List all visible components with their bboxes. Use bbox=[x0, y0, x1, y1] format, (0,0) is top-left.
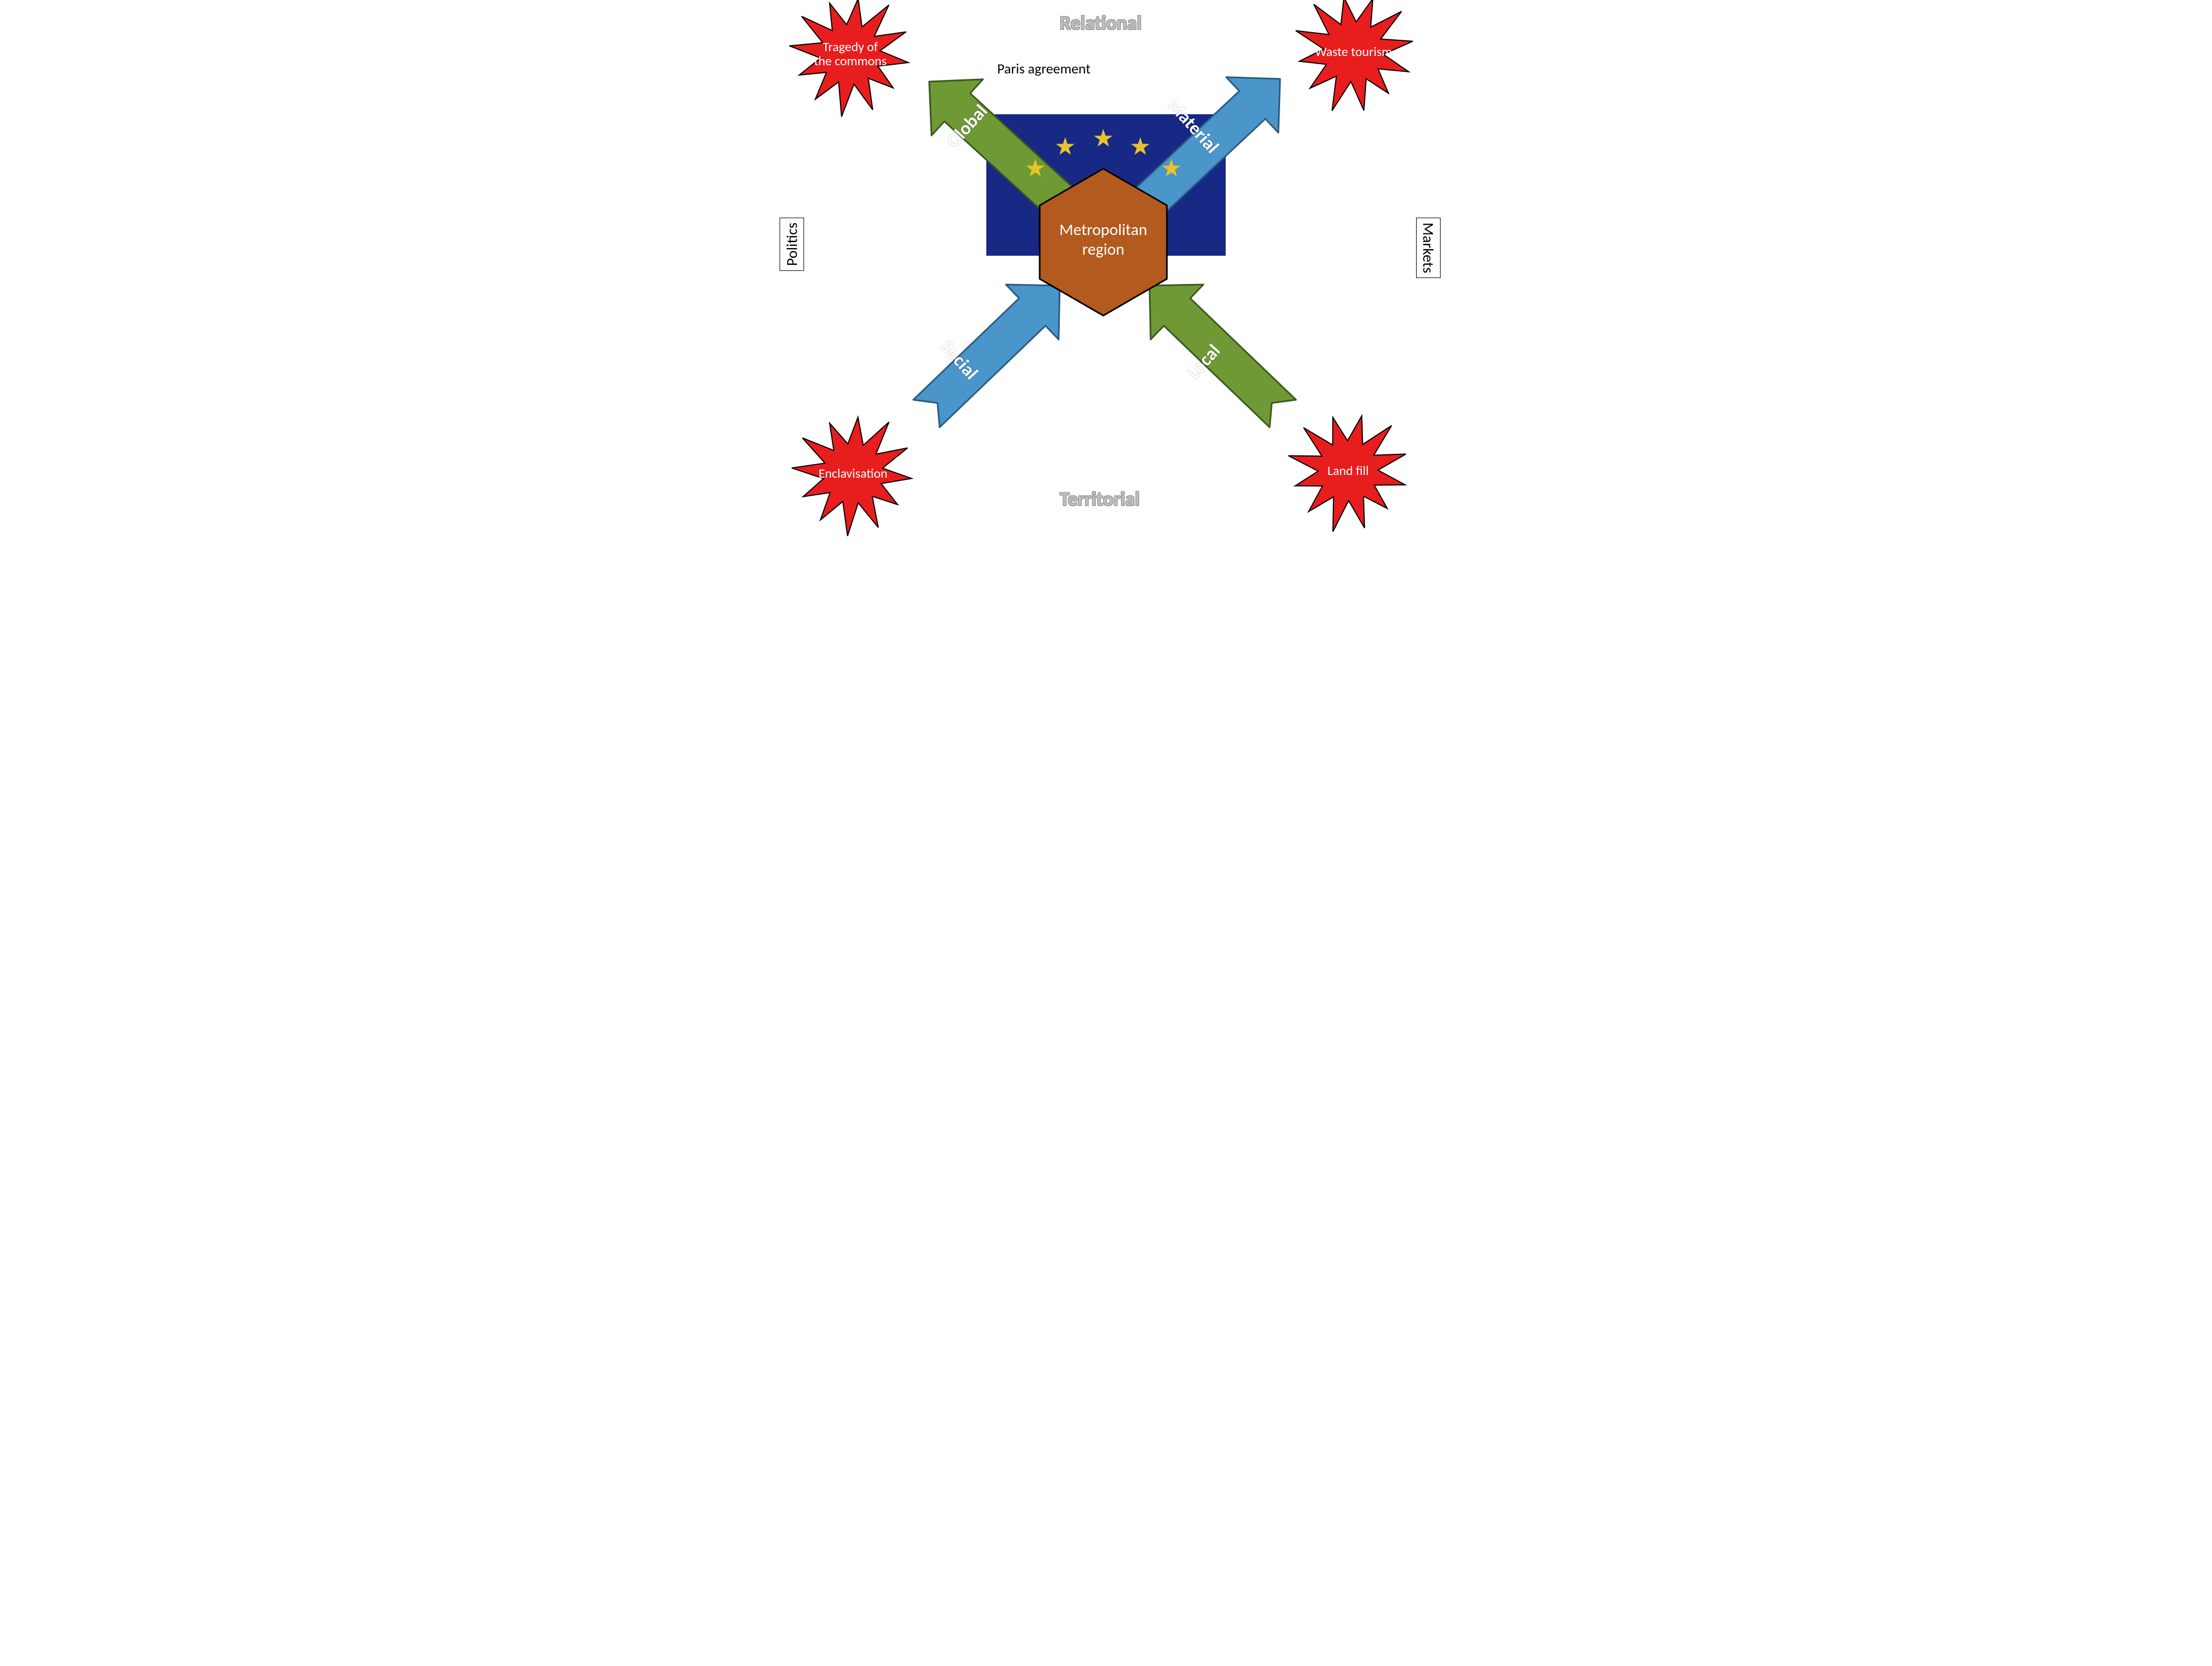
burst-tragedy bbox=[789, 0, 909, 116]
arrow-social bbox=[913, 285, 1060, 427]
arrow-local bbox=[1150, 285, 1296, 427]
burst-landfill bbox=[1288, 416, 1406, 532]
burst-waste bbox=[1296, 0, 1413, 111]
burst-enclave bbox=[792, 417, 911, 536]
svg-layer bbox=[758, 0, 1454, 522]
diagram-stage: Relational Territorial Politics Markets … bbox=[758, 0, 1454, 522]
